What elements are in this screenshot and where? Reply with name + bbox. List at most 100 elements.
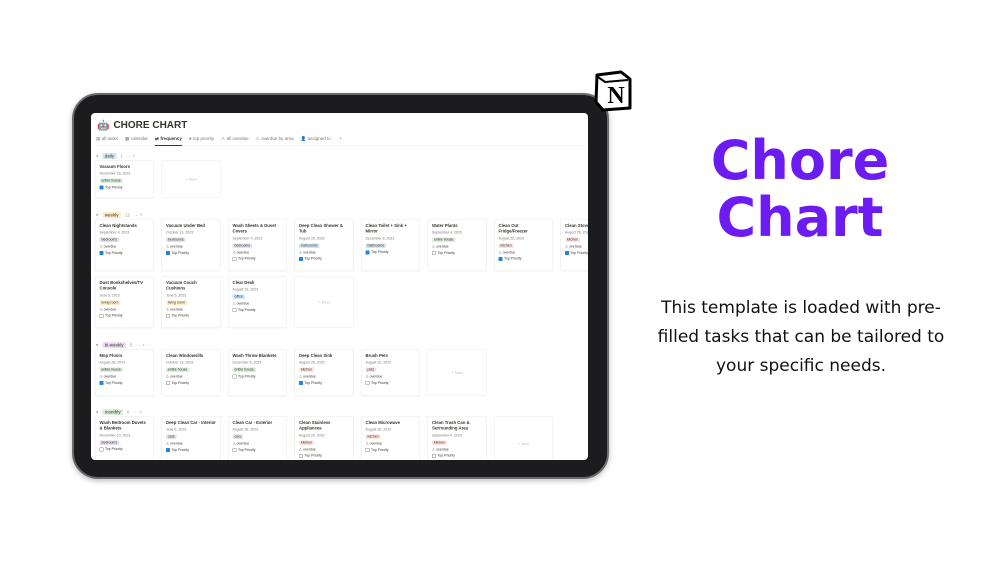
tab-label: +: [339, 136, 342, 141]
task-card[interactable]: Wash Throw Blankets December 6, 2023 entir…: [228, 349, 287, 396]
: entire house: [99, 178, 150, 186]
top-priority-checkbox[interactable]: [432, 453, 436, 458]
task-card[interactable]: Clean Car - Exterior August 28, 2023 cars ⚠…: [228, 416, 287, 460]
task-card[interactable]: Clean Toilet + Sink + Mirror December 6, …: [361, 219, 420, 271]
: cars: [166, 434, 216, 442]
task-card[interactable]: Brush Pets August 26, 2023 pets ⚠ overdue To…: [361, 349, 420, 396]
tab--[interactable]: +: [338, 136, 342, 146]
area-tag: kitchen: [432, 440, 448, 445]
new-card-button[interactable]: + New: [494, 416, 553, 460]
task-date: September 4, 2023: [232, 236, 263, 241]
tab-calendar[interactable]: ▦ calendar: [125, 136, 148, 146]
top-priority-checkbox[interactable]: [99, 313, 104, 318]
group-header-monthly[interactable]: ▾ monthly 6 ··· +: [96, 409, 142, 415]
top-priority-checkbox[interactable]: [232, 448, 237, 453]
group-header-bi-weekly[interactable]: ▾ bi-weekly 5 ··· +: [96, 342, 145, 348]
task-card[interactable]: Clean Nightstands September 4, 2023 bedroo…: [95, 219, 154, 271]
top-priority-field: Top Priority: [166, 313, 216, 318]
tab-assigned-to[interactable]: 👤 assigned to: [301, 136, 331, 146]
tab-frequency[interactable]: ⇄ frequency: [155, 136, 182, 146]
more-icon[interactable]: ··· +: [134, 212, 143, 218]
: kitchen: [565, 237, 588, 245]
task-card[interactable]: Deep Clean Sink August 26, 2023 kitchen ⚠ o…: [294, 349, 354, 396]
tab-top-priority[interactable]: ● top priority: [189, 136, 214, 146]
task-title: Deep Clean Car - Interior: [166, 420, 216, 425]
task-card[interactable]: Clear Desk August 19, 2023 office ⚠ overdue…: [228, 276, 287, 328]
group-label: bi-weekly: [102, 342, 127, 348]
top-priority-checkbox[interactable]: [232, 308, 237, 313]
collapse-arrow-icon[interactable]: ▾: [96, 153, 99, 159]
top-priority-checkbox[interactable]: [232, 256, 237, 261]
area-tag: office: [232, 294, 245, 300]
tab-icon: ▦: [125, 136, 130, 141]
task-card[interactable]: Clean Stainless Appliances August 26, 202…: [294, 416, 354, 460]
overdue-status: ⚠ overdue: [166, 307, 183, 312]
area-tag: living room: [166, 300, 187, 305]
new-card-button[interactable]: + New: [294, 276, 354, 328]
area-tag: kitchen: [565, 237, 581, 243]
tab-label: all overdue: [226, 136, 249, 141]
task-card[interactable]: Water Plants September 4, 2023 entire hous…: [427, 219, 487, 271]
collapse-arrow-icon[interactable]: ▾: [96, 409, 99, 415]
more-icon[interactable]: ··· +: [136, 342, 145, 348]
top-priority-checkbox[interactable]: [99, 251, 104, 256]
top-priority-checkbox[interactable]: [365, 250, 370, 255]
collapse-arrow-icon[interactable]: ▾: [96, 212, 99, 218]
tab-icon: ⚠: [255, 136, 260, 141]
top-priority-checkbox[interactable]: [166, 381, 170, 386]
task-card[interactable]: Clean Out Fridge/Freezer August 26, 2023 k…: [494, 219, 553, 271]
top-priority-checkbox[interactable]: [299, 256, 303, 261]
task-card[interactable]: Wash Bedroom Duvets & Blankets November 1…: [95, 416, 154, 460]
task-date: August 26, 2023: [299, 433, 325, 438]
top-priority-checkbox[interactable]: [565, 251, 569, 256]
overdue-status: ⚠ overdue: [232, 250, 250, 255]
: kitchen: [365, 434, 416, 442]
task-card[interactable]: Vacuum Under Bed October 13, 2023 bedrooms…: [161, 219, 221, 271]
task-card[interactable]: Deep Clean Car - Interior June 6, 2023 car…: [161, 416, 221, 460]
top-priority-checkbox[interactable]: [99, 381, 104, 386]
more-icon[interactable]: ··· +: [133, 409, 142, 415]
new-card-button[interactable]: + New: [161, 160, 221, 198]
top-priority-field: Top Priority: [232, 448, 283, 453]
top-priority-checkbox[interactable]: [166, 313, 170, 318]
tab-all-overdue[interactable]: ⚠ all overdue: [221, 136, 249, 146]
tab-icon: 👤: [300, 136, 307, 141]
collapse-arrow-icon[interactable]: ▾: [96, 342, 99, 348]
top-priority-checkbox[interactable]: [432, 251, 436, 256]
top-priority-checkbox[interactable]: [99, 185, 104, 190]
task-card[interactable]: Clean Windowsills October 13, 2023 entire …: [161, 349, 221, 396]
top-priority-label: Top Priority: [437, 251, 456, 255]
top-priority-checkbox[interactable]: [299, 453, 303, 458]
task-card[interactable]: Vacuum Floors November 15, 2023 entire hou…: [95, 160, 154, 198]
top-priority-checkbox[interactable]: [365, 381, 370, 386]
task-card[interactable]: Dust Bookshelves/TV Console June 5, 2023 l…: [95, 276, 154, 328]
more-icon[interactable]: ··· +: [127, 153, 136, 159]
tab-overdue-by-area[interactable]: ⚠ overdue by area: [256, 136, 294, 146]
new-card-button[interactable]: + New: [427, 349, 487, 396]
task-card[interactable]: Clean Trash Can & Surrounding Area Septem…: [427, 416, 487, 460]
task-card[interactable]: Mop Floors August 28, 2023 entire house ⚠ o…: [95, 349, 154, 396]
top-priority-checkbox[interactable]: [365, 448, 370, 453]
task-card[interactable]: Deep Clean Shower & Tub August 26, 2023 ba…: [294, 219, 354, 271]
top-priority-checkbox[interactable]: [166, 251, 170, 256]
top-priority-checkbox[interactable]: [299, 381, 303, 386]
task-card[interactable]: Clean Stove August 26, 2023 kitchen ⚠ overd…: [560, 219, 588, 271]
tab-all-tasks[interactable]: ▤ all tasks: [96, 136, 118, 146]
overdue-status: ⚠ overdue: [365, 442, 383, 446]
top-priority-checkbox[interactable]: [498, 256, 503, 261]
task-date: August 19, 2023: [232, 288, 259, 292]
area-tag: bathrooms: [299, 243, 320, 248]
top-priority-checkbox[interactable]: [232, 374, 237, 379]
group-header-weekly[interactable]: ▾ weekly 12 ··· +: [96, 212, 142, 218]
area-tag: bedrooms: [166, 237, 186, 243]
task-card[interactable]: Wash Sheets & Duvet Covers September 4, 2…: [228, 219, 287, 271]
task-card[interactable]: Clean Microwave August 26, 2023 kitchen ⚠ o…: [361, 416, 420, 460]
top-priority-field: Top Priority: [166, 381, 216, 386]
task-title: Wash Bedroom Duvets & Blankets: [99, 420, 146, 431]
group-header-daily[interactable]: ▾ daily 1 ··· +: [96, 153, 135, 159]
group-label: daily: [102, 153, 117, 159]
top-priority-field: Top Priority: [299, 256, 349, 261]
top-priority-checkbox[interactable]: [166, 448, 170, 453]
task-card[interactable]: Vacuum Couch Cushions June 5, 2023 living …: [161, 276, 221, 328]
top-priority-checkbox[interactable]: [99, 447, 104, 452]
